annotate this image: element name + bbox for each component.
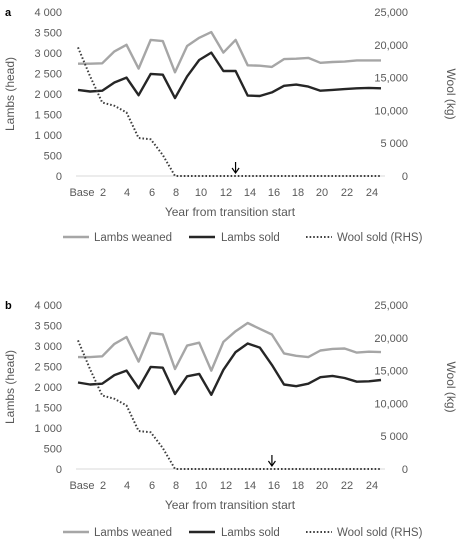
series-line-wool-sold-rhs bbox=[77, 340, 381, 470]
y-axis-title: Lambs (head) bbox=[3, 57, 17, 131]
x-tick-label: 12 bbox=[220, 480, 232, 492]
y-right-tick-label: 15,000 bbox=[374, 73, 408, 85]
legend-label: Lambs sold bbox=[221, 527, 280, 539]
y-right-tick-label: 20,000 bbox=[374, 40, 408, 52]
legend-label: Wool sold (RHS) bbox=[337, 232, 423, 244]
legend-label: Lambs sold bbox=[221, 232, 280, 244]
chart-panel-b: b 0 500 1 000 1 500 2 000 2 500 3 000 3 500 4 000… bbox=[3, 300, 458, 539]
series-line-lambs-weaned bbox=[78, 30, 381, 74]
y-right-tick-label: 25,000 bbox=[374, 300, 408, 312]
x-tick-label: 16 bbox=[268, 187, 280, 199]
y-tick-label: 4 000 bbox=[34, 300, 62, 312]
series-line-lambs-sold bbox=[77, 51, 382, 100]
arrow-marker-head bbox=[267, 460, 276, 468]
x-tick-label: 22 bbox=[341, 480, 353, 492]
y-right-tick-label: 10,000 bbox=[374, 105, 408, 117]
panel-label: a bbox=[5, 7, 12, 19]
y-axis-title: Lambs (head) bbox=[3, 350, 17, 424]
x-tick-label: 6 bbox=[149, 187, 155, 199]
y-tick-label: 1 500 bbox=[34, 110, 62, 122]
y-tick-label: 4 000 bbox=[34, 7, 62, 19]
y-tick-label: 1 500 bbox=[34, 403, 62, 415]
x-tick-label: 16 bbox=[268, 480, 280, 492]
x-tick-label: 8 bbox=[173, 187, 179, 199]
y-right-tick-label: 10,000 bbox=[374, 398, 408, 410]
y-tick-label: 2 500 bbox=[34, 362, 62, 374]
y-tick-label: 0 bbox=[56, 171, 62, 183]
x-tick-label: 24 bbox=[366, 480, 378, 492]
arrow-marker-head bbox=[231, 167, 240, 175]
series-line-lambs-sold bbox=[77, 342, 382, 396]
x-tick-label: 12 bbox=[220, 187, 232, 199]
y-tick-label: 2 000 bbox=[34, 89, 62, 101]
series-line-lambs-weaned bbox=[78, 321, 382, 372]
x-axis-title: Year from transition start bbox=[165, 205, 296, 219]
y-tick-label: 3 000 bbox=[34, 48, 62, 60]
y-tick-label: 3 500 bbox=[34, 28, 62, 40]
x-tick-label: 4 bbox=[124, 480, 130, 492]
y-tick-label: 3 500 bbox=[34, 321, 62, 333]
x-tick-label: 22 bbox=[341, 187, 353, 199]
x-tick-label: Base bbox=[69, 187, 94, 199]
y-right-tick-label: 20,000 bbox=[374, 333, 408, 345]
x-tick-label: 18 bbox=[292, 187, 304, 199]
legend-label: Lambs weaned bbox=[94, 232, 172, 244]
series-line-wool-sold-rhs bbox=[77, 47, 381, 177]
y-right-tick-label: 5 000 bbox=[380, 138, 408, 150]
x-tick-label: 2 bbox=[100, 187, 106, 199]
y-right-tick-label: 15,000 bbox=[374, 366, 408, 378]
x-tick-label: 2 bbox=[100, 480, 106, 492]
x-tick-label: 10 bbox=[195, 480, 207, 492]
x-tick-label: 14 bbox=[244, 187, 256, 199]
y-tick-label: 3 000 bbox=[34, 341, 62, 353]
y-right-tick-label: 5 000 bbox=[380, 431, 408, 443]
x-axis-title: Year from transition start bbox=[165, 498, 296, 512]
x-tick-label: 4 bbox=[124, 187, 130, 199]
y-tick-label: 1 000 bbox=[34, 130, 62, 142]
legend-label: Wool sold (RHS) bbox=[337, 527, 423, 539]
legend-label: Lambs weaned bbox=[94, 527, 172, 539]
y-tick-label: 500 bbox=[44, 444, 62, 456]
y-right-tick-label: 25,000 bbox=[374, 7, 408, 19]
x-tick-label: 18 bbox=[292, 480, 304, 492]
x-tick-label: 24 bbox=[366, 187, 378, 199]
y-tick-label: 2 000 bbox=[34, 382, 62, 394]
y-tick-label: 0 bbox=[56, 464, 62, 476]
panel-label: b bbox=[5, 300, 12, 312]
y-right-tick-label: 0 bbox=[402, 171, 408, 183]
x-tick-label: 10 bbox=[195, 187, 207, 199]
y-right-tick-label: 0 bbox=[402, 464, 408, 476]
x-tick-label: Base bbox=[69, 480, 94, 492]
x-tick-label: 8 bbox=[173, 480, 179, 492]
y-tick-label: 500 bbox=[44, 151, 62, 163]
y-right-axis-title: Wool (kg) bbox=[444, 68, 458, 119]
x-tick-label: 20 bbox=[316, 187, 328, 199]
y-right-axis-title: Wool (kg) bbox=[444, 361, 458, 412]
y-tick-label: 2 500 bbox=[34, 69, 62, 81]
x-tick-label: 14 bbox=[244, 480, 256, 492]
chart-panel-a: a 0 500 1 000 1 500 2 000 2 500 3 000 3 500 4 000… bbox=[3, 7, 458, 244]
x-tick-label: 20 bbox=[316, 480, 328, 492]
x-tick-label: 6 bbox=[149, 480, 155, 492]
y-tick-label: 1 000 bbox=[34, 423, 62, 435]
